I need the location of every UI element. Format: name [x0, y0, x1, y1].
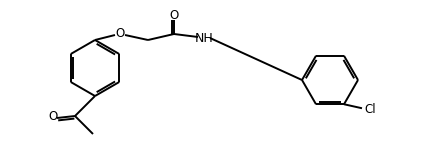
- Text: O: O: [169, 8, 179, 21]
- Text: O: O: [115, 26, 125, 40]
- Text: Cl: Cl: [364, 103, 376, 116]
- Text: NH: NH: [194, 32, 214, 45]
- Text: O: O: [48, 111, 58, 123]
